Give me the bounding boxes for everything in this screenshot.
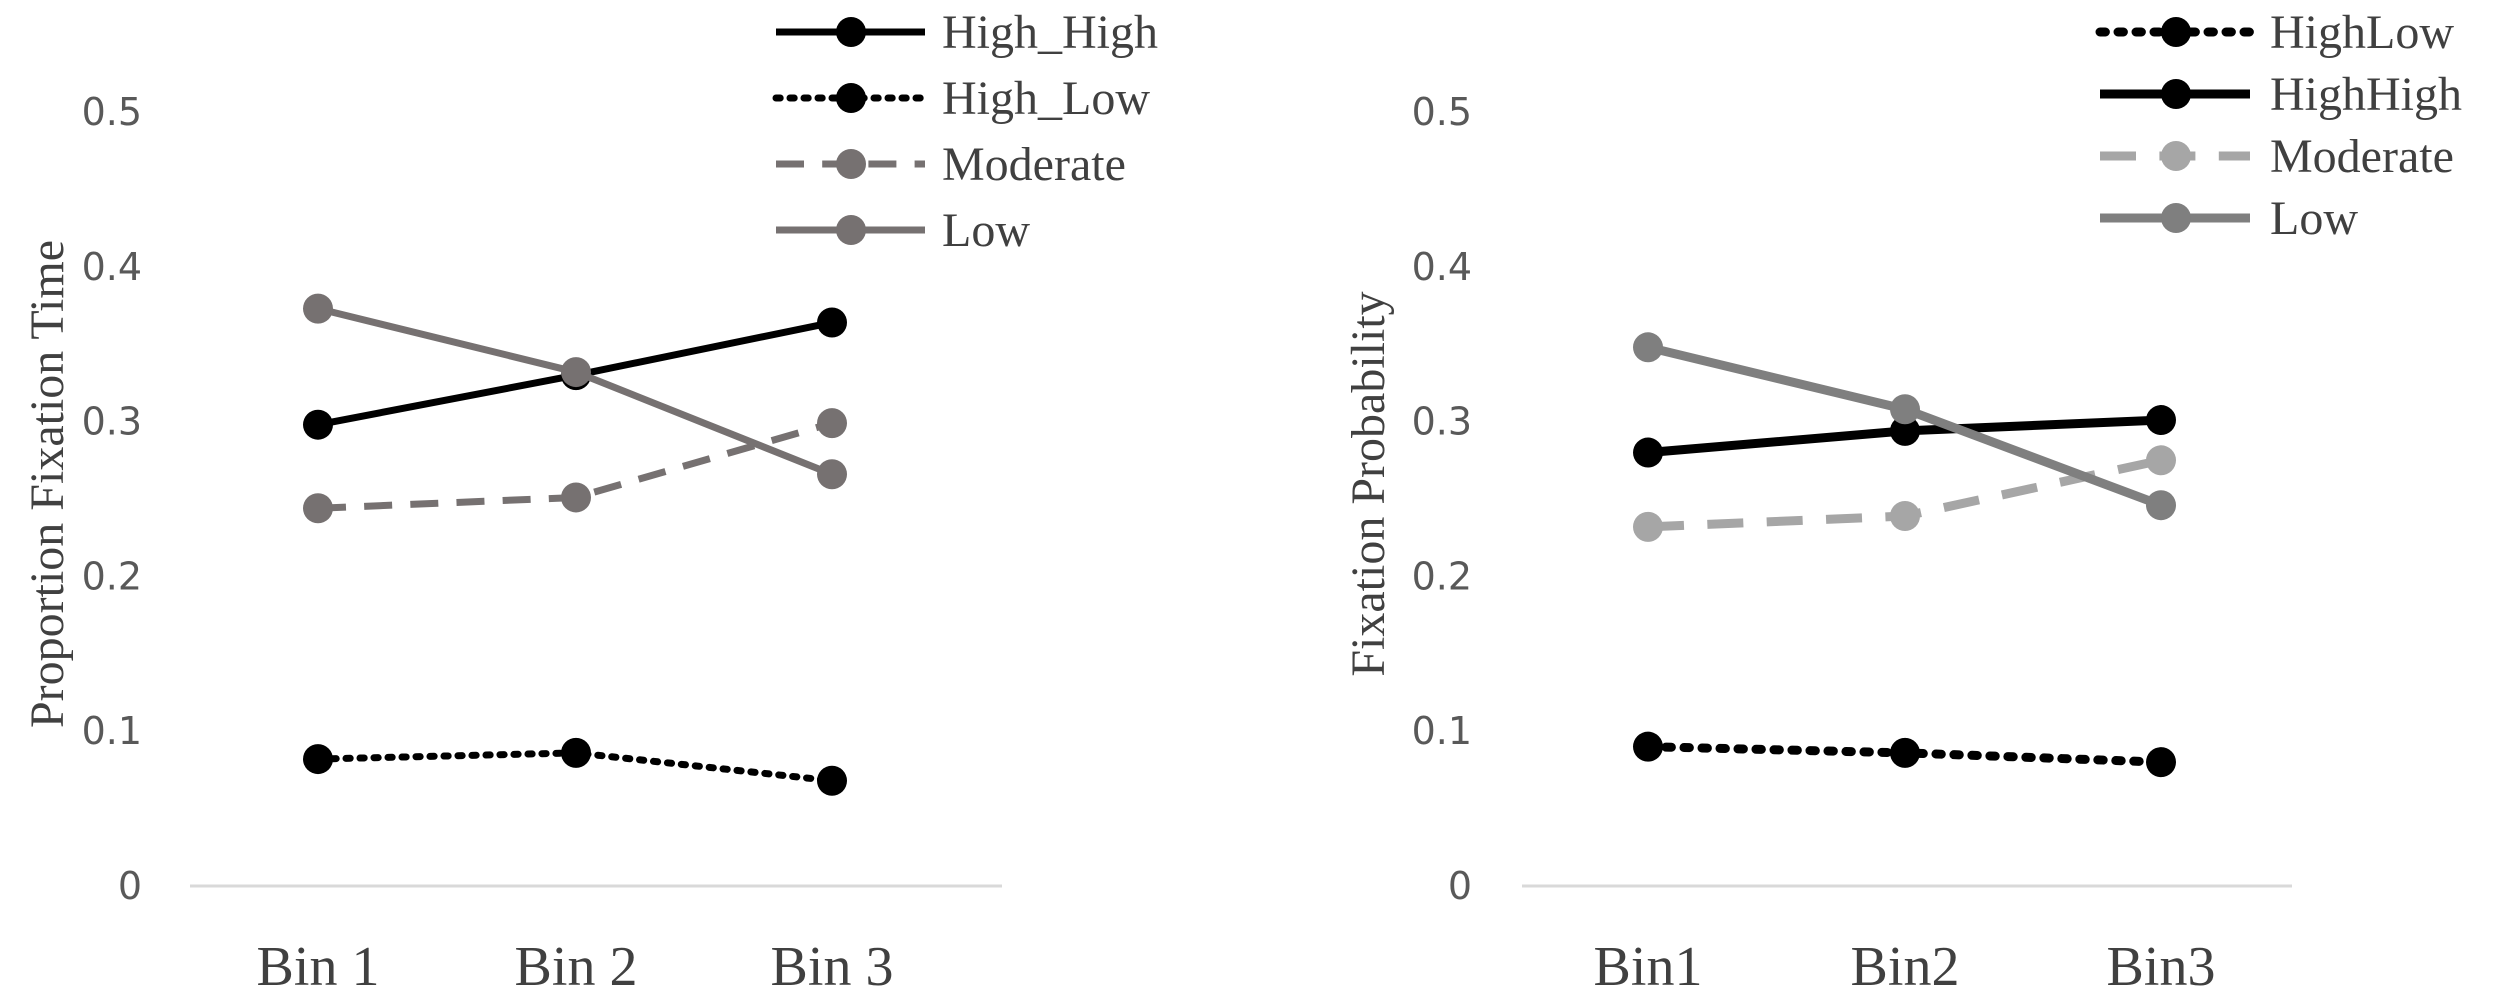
data-point bbox=[2146, 490, 2176, 521]
data-point bbox=[303, 493, 333, 524]
series-HighLow bbox=[1633, 731, 2176, 778]
data-point bbox=[2146, 445, 2176, 476]
data-point bbox=[561, 737, 591, 768]
legend-marker bbox=[2161, 203, 2191, 233]
legend-marker bbox=[836, 149, 866, 179]
data-point bbox=[817, 765, 847, 796]
y-tick-label: 0.5 bbox=[82, 90, 142, 134]
data-point bbox=[817, 408, 847, 439]
series-Moderate bbox=[303, 408, 847, 524]
y-tick-label: 0.5 bbox=[1412, 90, 1472, 134]
data-point bbox=[1890, 415, 1920, 446]
y-tick-label: 0.4 bbox=[1412, 245, 1472, 289]
data-point bbox=[561, 482, 591, 513]
legend-label: Low bbox=[2270, 192, 2358, 245]
legend-label: Moderate bbox=[942, 138, 1126, 191]
data-point bbox=[2146, 405, 2176, 436]
data-point bbox=[303, 744, 333, 775]
y-tick-label: 0.1 bbox=[82, 709, 142, 753]
legend: High_High High_Low Moderate Low bbox=[772, 6, 1158, 257]
chart-1: 0 0.1 0.2 0.3 0.4 0.5 Bin 1 Bin 2 Bin 3 Proportio… bbox=[21, 6, 1158, 998]
data-point bbox=[1633, 511, 1663, 542]
x-category-label: Bin 3 bbox=[771, 936, 894, 998]
data-point bbox=[1890, 394, 1920, 425]
series-Low bbox=[303, 293, 847, 490]
series-HighHigh bbox=[1633, 405, 2176, 468]
data-point bbox=[1890, 737, 1920, 768]
legend-marker bbox=[836, 17, 866, 47]
data-point bbox=[2146, 747, 2176, 778]
y-tick-label: 0 bbox=[118, 864, 142, 908]
data-point bbox=[1633, 332, 1663, 363]
legend-marker bbox=[836, 215, 866, 245]
data-point bbox=[817, 307, 847, 338]
x-category-label: Bin1 bbox=[1594, 936, 1703, 998]
chart-2: 0 0.1 0.2 0.3 0.4 0.5 Bin1 Bin2 Bin3 Fixation Pro… bbox=[1342, 6, 2462, 998]
data-point bbox=[1633, 437, 1663, 468]
data-point bbox=[303, 293, 333, 324]
x-category-label: Bin3 bbox=[2107, 936, 2216, 998]
y-tick-label: 0.3 bbox=[1412, 400, 1472, 444]
x-category-label: Bin 2 bbox=[515, 936, 638, 998]
legend-label: High_Low bbox=[942, 72, 1150, 125]
data-point bbox=[303, 409, 333, 440]
y-tick-label: 0.2 bbox=[1412, 554, 1472, 598]
y-tick-label: 0 bbox=[1448, 864, 1472, 908]
y-tick-label: 0.3 bbox=[82, 400, 142, 444]
legend-marker bbox=[2161, 79, 2191, 109]
y-tick-label: 0.1 bbox=[1412, 709, 1472, 753]
y-axis-label: Fixation Probability bbox=[1342, 291, 1395, 676]
data-point bbox=[1633, 731, 1663, 762]
x-category-label: Bin2 bbox=[1851, 936, 1960, 998]
x-category-label: Bin 1 bbox=[257, 936, 380, 998]
legend-marker bbox=[2161, 141, 2191, 171]
series-High_Low bbox=[303, 737, 847, 796]
data-point bbox=[817, 459, 847, 490]
legend: HighLow HighHigh Moderate Low bbox=[2095, 6, 2462, 245]
legend-label: Low bbox=[942, 204, 1030, 257]
legend-label: HighHigh bbox=[2270, 68, 2462, 121]
y-tick-label: 0.2 bbox=[82, 554, 142, 598]
y-axis-label: Proportion Fixation Time bbox=[21, 240, 74, 728]
series-line bbox=[317, 305, 834, 478]
data-point bbox=[561, 357, 591, 388]
legend-marker bbox=[836, 83, 866, 113]
series-Low bbox=[1633, 332, 2176, 521]
legend-marker bbox=[2161, 17, 2191, 47]
data-point bbox=[1890, 501, 1920, 532]
y-tick-label: 0.4 bbox=[82, 245, 142, 289]
legend-label: HighLow bbox=[2270, 6, 2454, 59]
legend-label: High_High bbox=[942, 6, 1158, 59]
series-Moderate bbox=[1633, 445, 2176, 542]
legend-label: Moderate bbox=[2270, 130, 2454, 183]
